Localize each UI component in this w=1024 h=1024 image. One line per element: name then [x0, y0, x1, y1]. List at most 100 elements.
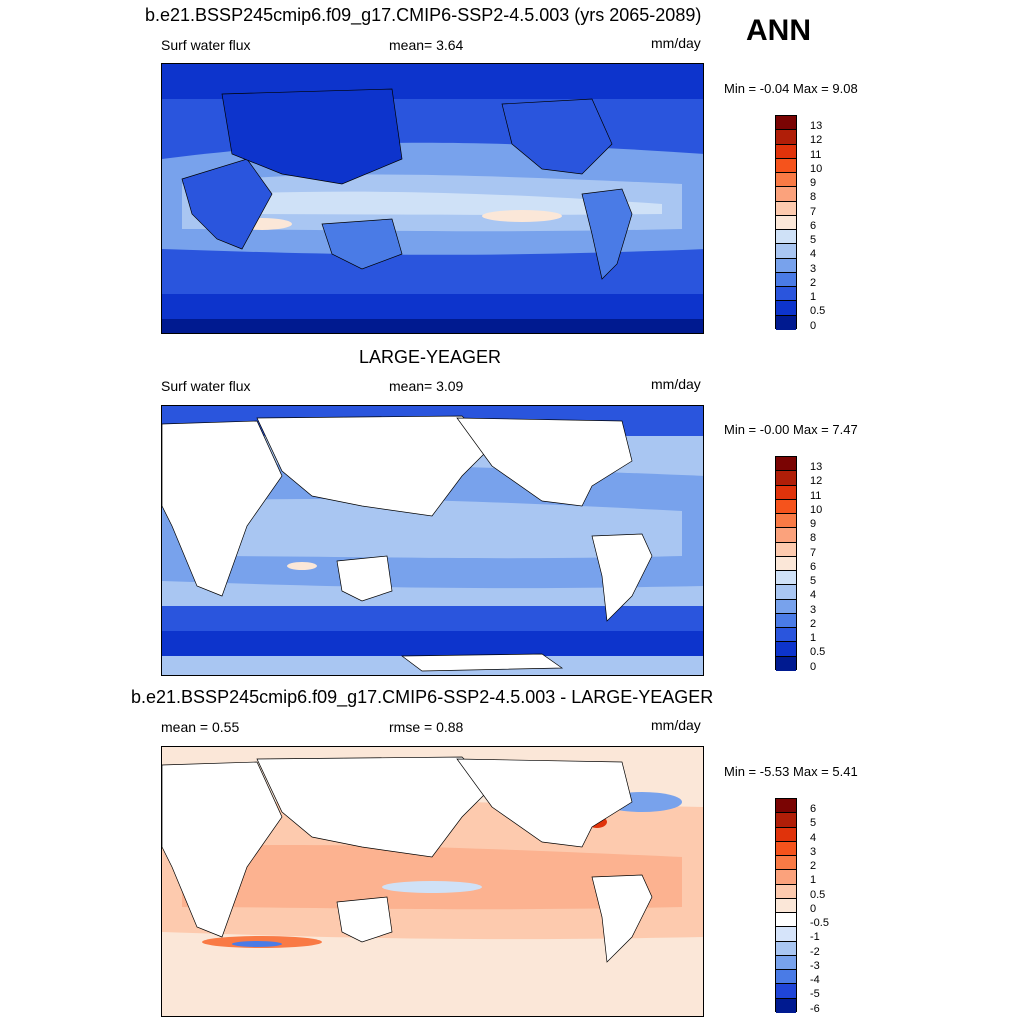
colorbar-segment: [776, 613, 796, 629]
colorbar-segment: [776, 813, 796, 828]
colorbar-tick-label: 9: [810, 177, 817, 190]
colorbar-tick-label: 7: [810, 546, 817, 559]
colorbar-segment: [776, 884, 796, 899]
panel1-units-label: mm/day: [651, 35, 701, 51]
panel2-units-label: mm/day: [651, 376, 701, 392]
panel2-colorbar: [775, 456, 797, 671]
colorbar-segment: [776, 499, 796, 515]
colorbar-segment: [776, 287, 796, 302]
colorbar-segment: [776, 485, 796, 500]
colorbar-segment: [776, 841, 796, 857]
colorbar-segment: [776, 941, 796, 956]
colorbar-tick-label: 4: [810, 589, 817, 602]
panel1-minmax-label: Min = -0.04 Max = 9.08: [724, 81, 858, 96]
panel1-map: [161, 63, 704, 334]
colorbar-segment: [776, 471, 796, 486]
colorbar-tick-label: 0.5: [810, 305, 826, 318]
colorbar-tick-label: 0: [810, 660, 817, 673]
colorbar-tick-label: 3: [810, 845, 817, 858]
panel2-variable-label: Surf water flux: [161, 378, 251, 394]
colorbar-tick-label: 2: [810, 617, 817, 630]
colorbar-tick-label: 1: [810, 874, 817, 887]
colorbar-tick-label: 3: [810, 262, 817, 275]
colorbar-segment: [776, 272, 796, 288]
colorbar-tick-label: 2: [810, 860, 817, 873]
colorbar-segment: [776, 528, 796, 543]
colorbar-segment: [776, 656, 796, 671]
colorbar-segment: [776, 130, 796, 145]
panel2-title: LARGE-YEAGER: [359, 347, 502, 367]
panel3-title: b.e21.BSSP245cmip6.f09_g17.CMIP6-SSP2-4.…: [131, 687, 714, 707]
panel2-map: [161, 405, 704, 676]
colorbar-tick-label: 12: [810, 134, 823, 147]
colorbar-segment: [776, 827, 796, 842]
colorbar-tick-label: 10: [810, 503, 823, 516]
colorbar-segment: [776, 628, 796, 643]
colorbar-tick-label: 13: [810, 119, 823, 132]
colorbar-tick-label: 1: [810, 632, 817, 645]
colorbar-tick-label: 6: [810, 219, 817, 232]
colorbar-tick-label: 4: [810, 831, 817, 844]
season-label: ANN: [746, 14, 811, 47]
colorbar-tick-label: 8: [810, 532, 817, 545]
colorbar-tick-label: 8: [810, 191, 817, 204]
colorbar-segment: [776, 173, 796, 188]
colorbar-tick-label: 2: [810, 276, 817, 289]
colorbar-segment: [776, 187, 796, 202]
colorbar-tick-label: 5: [810, 817, 817, 830]
colorbar-tick-label: -0.5: [810, 917, 829, 930]
colorbar-segment: [776, 799, 796, 814]
colorbar-tick-label: 11: [810, 489, 822, 502]
colorbar-tick-label: 0: [810, 319, 817, 332]
colorbar-tick-label: -2: [810, 945, 820, 958]
colorbar-segment: [776, 315, 796, 330]
panel1-mean-label: mean= 3.64: [389, 37, 464, 53]
colorbar-segment: [776, 856, 796, 871]
colorbar-segment: [776, 955, 796, 971]
colorbar-segment: [776, 913, 796, 928]
colorbar-segment: [776, 984, 796, 999]
panel2-mean-label: mean= 3.09: [389, 378, 464, 394]
colorbar-segment: [776, 158, 796, 174]
colorbar-segment: [776, 599, 796, 614]
colorbar-segment: [776, 970, 796, 985]
colorbar-tick-label: -3: [810, 959, 820, 972]
colorbar-tick-label: 6: [810, 560, 817, 573]
colorbar-segment: [776, 116, 796, 131]
colorbar-tick-label: 3: [810, 603, 817, 616]
colorbar-segment: [776, 870, 796, 885]
panel1-map-svg: [162, 64, 703, 333]
colorbar-segment: [776, 258, 796, 273]
colorbar-segment: [776, 514, 796, 529]
colorbar-tick-label: 13: [810, 460, 823, 473]
panel3-colorbar: [775, 798, 797, 1013]
colorbar-segment: [776, 542, 796, 557]
colorbar-tick-label: -5: [810, 988, 820, 1001]
colorbar-tick-label: 7: [810, 205, 817, 218]
panel2-minmax-label: Min = -0.00 Max = 7.47: [724, 422, 858, 437]
colorbar-segment: [776, 230, 796, 245]
panel1-colorbar: [775, 115, 797, 330]
colorbar-tick-label: 1: [810, 291, 817, 304]
colorbar-segment: [776, 556, 796, 572]
colorbar-tick-label: -4: [810, 974, 820, 987]
colorbar-tick-label: 4: [810, 248, 817, 261]
colorbar-segment: [776, 585, 796, 600]
panel3-rmse-label: rmse = 0.88: [389, 719, 464, 735]
panel2-map-svg: [162, 406, 703, 675]
colorbar-tick-label: 5: [810, 575, 817, 588]
colorbar-tick-label: 11: [810, 148, 822, 161]
panel3-map-svg: [162, 747, 703, 1016]
colorbar-segment: [776, 144, 796, 159]
colorbar-segment: [776, 998, 796, 1013]
colorbar-segment: [776, 642, 796, 657]
colorbar-segment: [776, 215, 796, 231]
colorbar-segment: [776, 898, 796, 914]
colorbar-tick-label: 5: [810, 234, 817, 247]
colorbar-tick-label: 9: [810, 518, 817, 531]
panel3-minmax-label: Min = -5.53 Max = 5.41: [724, 764, 858, 779]
colorbar-segment: [776, 927, 796, 942]
colorbar-segment: [776, 201, 796, 216]
colorbar-segment: [776, 244, 796, 259]
panel3-map: [161, 746, 704, 1017]
